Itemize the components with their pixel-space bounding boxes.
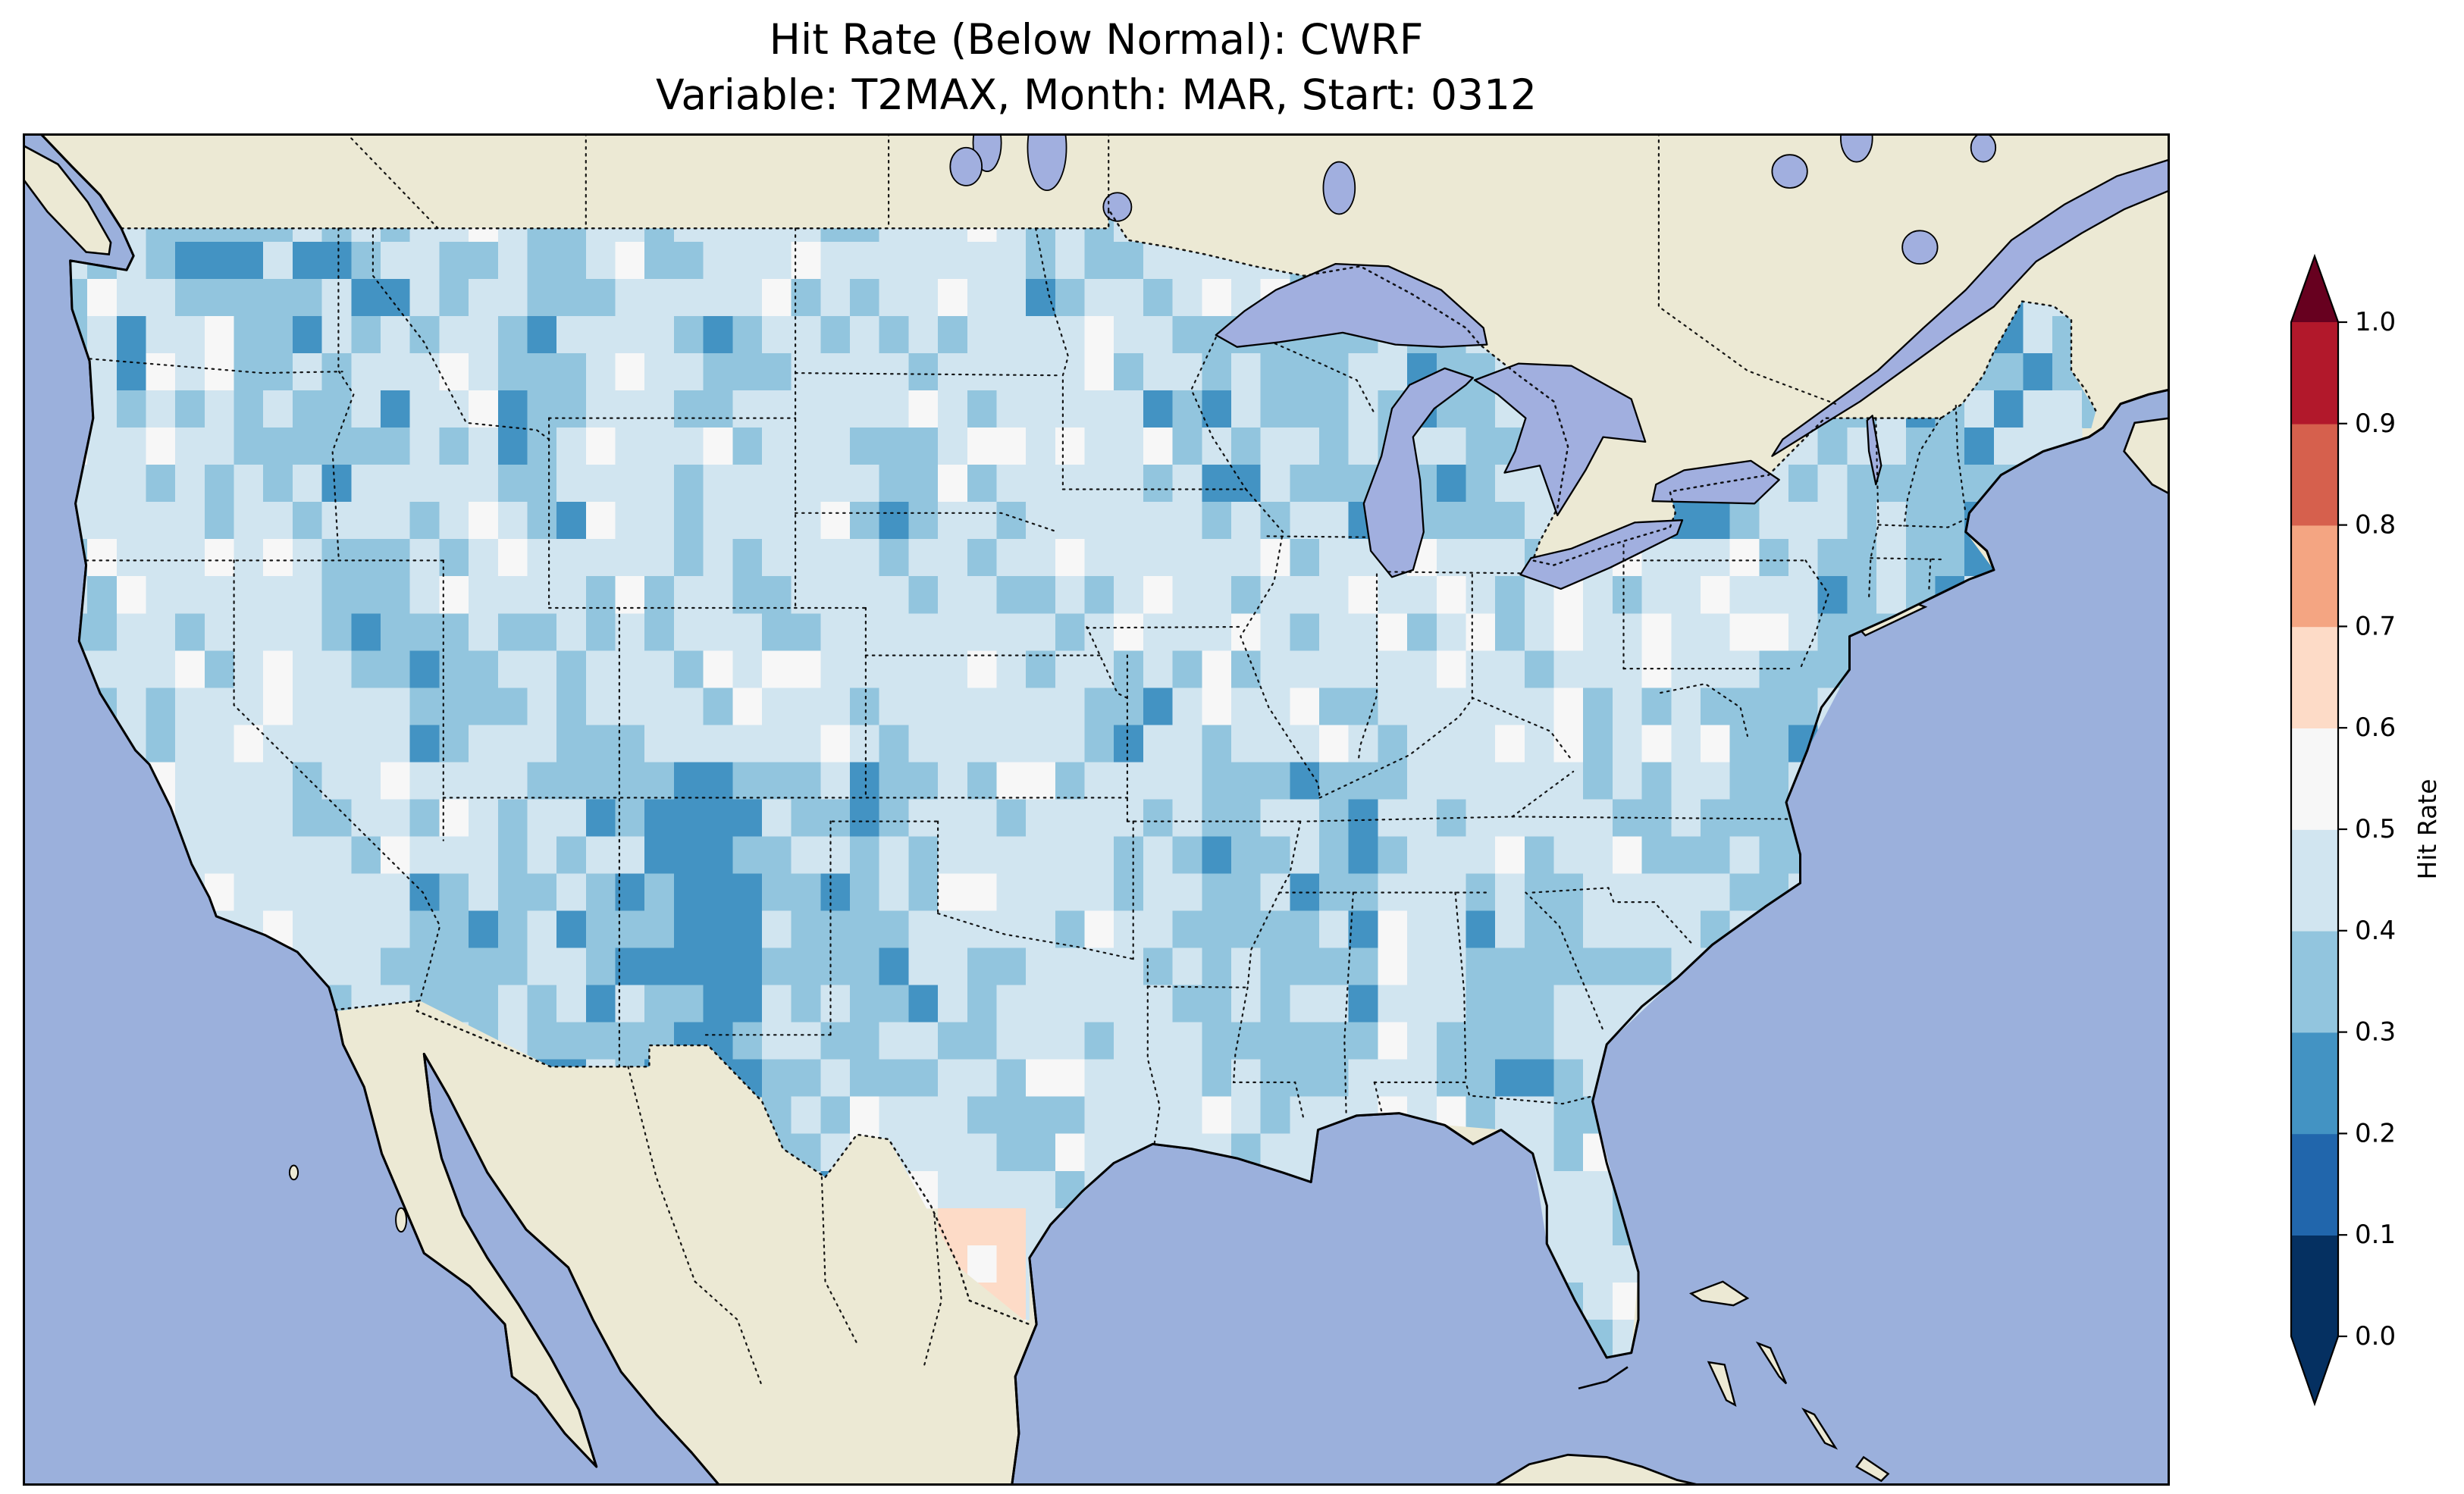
florida-keys xyxy=(1578,1366,1629,1389)
colorbar-tick-label: 0.9 xyxy=(2355,409,2396,439)
title-line-2: Variable: T2MAX, Month: MAR, Start: 0312 xyxy=(655,70,1537,120)
colorbar-segments xyxy=(2290,253,2340,1407)
country-borders-layer xyxy=(120,205,2097,1326)
colorbar-ticks: 1.0 0.9 0.8 0.7 0.6 0.5 0.4 0.3 0.2 0.1 0.0 xyxy=(2338,307,2396,1351)
colorbar-tick-label: 0.6 xyxy=(2355,713,2396,743)
colorbar-tick-label: 0.5 xyxy=(2355,814,2396,844)
coastline-layer xyxy=(23,133,2170,1486)
figure-title: Hit Rate (Below Normal): CWRF Variable: … xyxy=(23,12,2170,123)
colorbar-tick-label: 0.1 xyxy=(2355,1220,2396,1250)
province-borders-layer xyxy=(346,133,1837,1387)
colorbar-tick-label: 1.0 xyxy=(2355,307,2396,337)
colorbar-tick-label: 0.3 xyxy=(2355,1017,2396,1048)
state-borders-layer xyxy=(85,227,1967,1145)
colorbar-axis-label: Hit Rate xyxy=(2412,778,2442,879)
colorbar-tick-label: 0.7 xyxy=(2355,611,2396,641)
colorbar-tick-label: 0.0 xyxy=(2355,1321,2396,1351)
lakes-layer xyxy=(949,133,2170,590)
colorbar-tick-label: 0.2 xyxy=(2355,1118,2396,1148)
colorbar-over-arrow xyxy=(2291,256,2338,322)
title-line-1: Hit Rate (Below Normal): CWRF xyxy=(769,15,1424,64)
colorbar-tick-label: 0.8 xyxy=(2355,510,2396,540)
colorbar: 1.0 0.9 0.8 0.7 0.6 0.5 0.4 0.3 0.2 0.1 0.0 Hit Rat… xyxy=(2290,253,2442,1407)
colorbar-tick-label: 0.4 xyxy=(2355,916,2396,946)
conus-hit-rate-map xyxy=(23,133,2170,1486)
axes-frame xyxy=(23,133,2170,1486)
colorbar-under-arrow xyxy=(2291,1336,2338,1404)
